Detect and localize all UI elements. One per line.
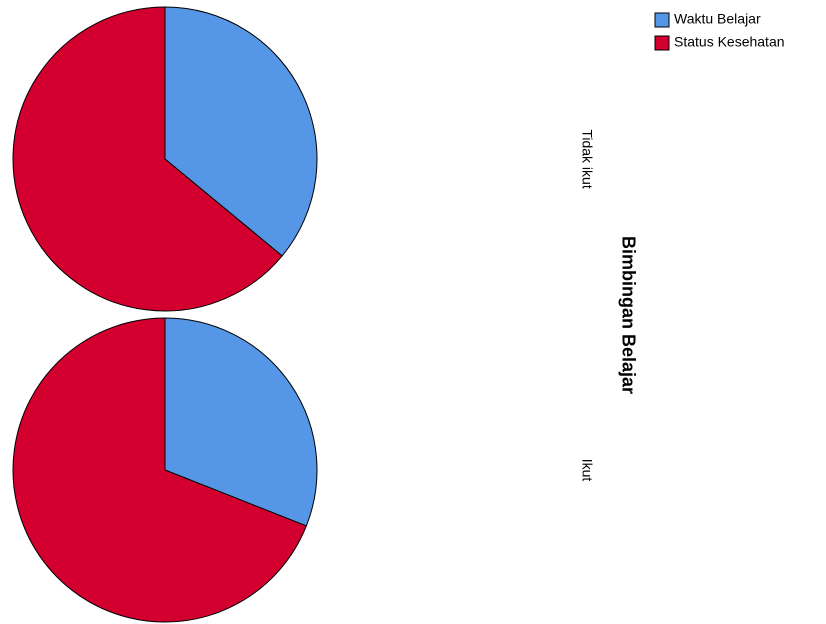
pie-slice <box>12 317 307 623</box>
panel-title: Bimbingan Belajar <box>618 236 638 394</box>
pie-slice <box>164 317 318 527</box>
panel-label: Ikut <box>579 459 595 482</box>
legend-label: Status Kesehatan <box>674 34 785 50</box>
legend-swatch <box>654 35 670 51</box>
legend-swatch <box>654 12 670 28</box>
panel-label: Tidak ikut <box>579 129 595 189</box>
pie-slice <box>164 6 318 257</box>
pie-slice <box>12 6 283 312</box>
legend-label: Waktu Belajar <box>674 11 761 27</box>
